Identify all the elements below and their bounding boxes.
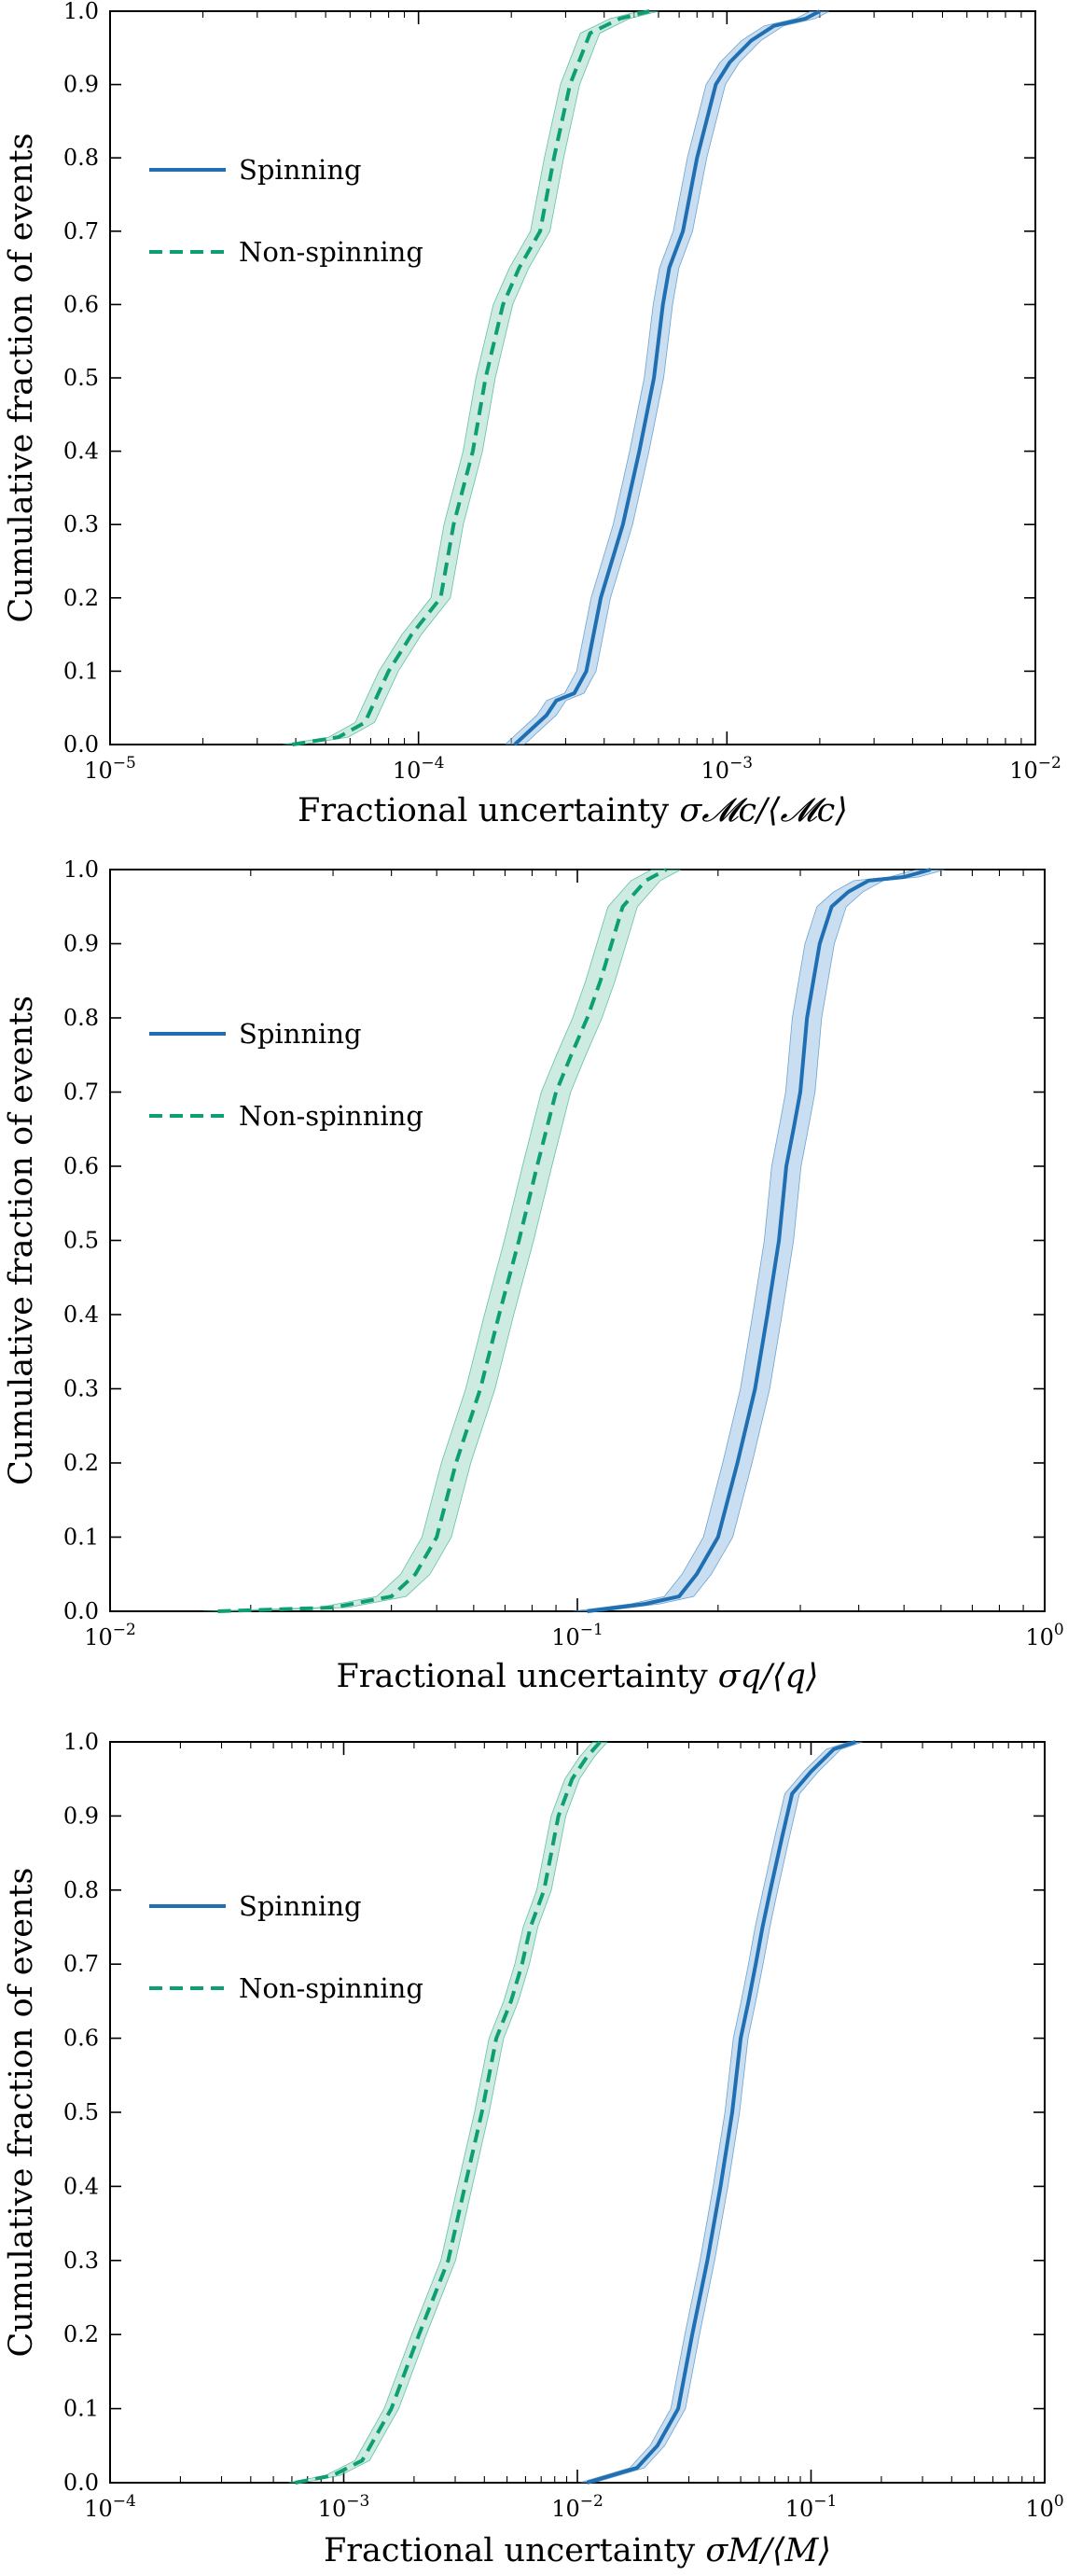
- x-axis-label: Fractional uncertainty σ𝓜c/⟨𝓜c⟩: [298, 792, 848, 829]
- y-tick-label: 0.4: [63, 2173, 99, 2199]
- y-tick-label: 0.6: [63, 1153, 99, 1179]
- y-tick-label: 0.7: [63, 1951, 99, 1977]
- x-tick-label: 100: [1025, 1621, 1063, 1650]
- band-spinning: [572, 869, 946, 1612]
- legend-label-spinning: Spinning: [239, 1018, 362, 1050]
- series-line-spinning: [587, 868, 932, 1613]
- y-tick-label: 0.0: [63, 731, 99, 758]
- y-tick-label: 0.2: [63, 585, 99, 611]
- band-spinning: [579, 1741, 864, 2484]
- y-tick-label: 0.4: [63, 439, 99, 465]
- y-tick-label: 0.3: [63, 1376, 99, 1402]
- legend-label-non-spinning: Non-spinning: [239, 1100, 423, 1132]
- y-tick-label: 0.9: [63, 72, 99, 98]
- y-tick-label: 0.1: [63, 658, 99, 684]
- y-tick-label: 0.2: [63, 1450, 99, 1476]
- band-spinning: [504, 10, 830, 745]
- chart-total-mass: 0.0 0.1 0.2 0.3 0.4 0.5 0.6 0.7 0.8 0.9 1.0 10−4 10−…: [3, 1731, 1064, 2569]
- y-tick-label: 0.9: [63, 1803, 99, 1829]
- x-axis-label: Fractional uncertainty σM/⟨M⟩: [324, 2532, 831, 2569]
- x-tick-label: 10−2: [551, 2492, 603, 2522]
- legend-label-non-spinning: Non-spinning: [239, 236, 423, 268]
- chart-mass-ratio: 0.0 0.1 0.2 0.3 0.4 0.5 0.6 0.7 0.8 0.9 1.0 10−2 10−…: [3, 858, 1064, 1695]
- x-tick-label: 10−3: [318, 2492, 370, 2522]
- y-tick-label: 1.0: [63, 1731, 99, 1755]
- series-line-spinning: [513, 9, 821, 746]
- x-tick-label: 10−5: [84, 754, 136, 784]
- x-tick-label: 10−2: [84, 1621, 136, 1650]
- plot-frame: [109, 869, 1046, 1612]
- y-tick-label: 0.8: [63, 1005, 99, 1031]
- band-non-spinning: [287, 1741, 608, 2484]
- series-line-non-spinning: [292, 9, 650, 746]
- legend-label-spinning: Spinning: [239, 154, 362, 186]
- y-tick-label: 0.5: [63, 2099, 99, 2125]
- y-tick-label: 1.0: [63, 858, 99, 883]
- y-tick-label: 0.6: [63, 2026, 99, 2052]
- y-axis-label: Cumulative fraction of events: [3, 1867, 40, 2357]
- y-axis-label: Cumulative fraction of events: [3, 132, 40, 622]
- y-tick-label: 0.5: [63, 1228, 99, 1254]
- x-tick-label: 10−4: [393, 754, 445, 784]
- legend-label-spinning: Spinning: [239, 1890, 362, 1922]
- y-tick-label: 0.6: [63, 291, 99, 317]
- y-axis-label: Cumulative fraction of events: [3, 996, 40, 1485]
- y-tick-label: 1.0: [63, 0, 99, 24]
- y-tick-label: 0.9: [63, 931, 99, 957]
- y-tick-label: 0.2: [63, 2321, 99, 2347]
- series-line-non-spinning: [295, 1740, 602, 2485]
- x-tick-label: 10−1: [551, 1621, 603, 1650]
- y-tick-label: 0.1: [63, 1525, 99, 1551]
- y-tick-label: 0.7: [63, 218, 99, 244]
- chart-panel-chirp-mass: 0.0 0.1 0.2 0.3 0.4 0.5 0.6 0.7 0.8 0.9 1.0 10−5 10−…: [0, 0, 1068, 840]
- y-tick-label: 0.3: [63, 2248, 99, 2274]
- series-line-spinning: [586, 1740, 856, 2485]
- x-tick-label: 10−3: [701, 754, 754, 784]
- x-tick-label: 100: [1025, 2492, 1063, 2522]
- y-tick-label: 0.8: [63, 145, 99, 171]
- x-axis-label: Fractional uncertainty σq/⟨q⟩: [336, 1658, 818, 1695]
- y-tick-label: 0.1: [63, 2396, 99, 2422]
- plot-frame: [109, 1741, 1046, 2484]
- y-tick-label: 0.3: [63, 511, 99, 537]
- x-tick-label: 10−4: [84, 2492, 136, 2522]
- y-tick-label: 0.0: [63, 2470, 99, 2496]
- band-non-spinning: [283, 10, 659, 745]
- y-tick-label: 0.0: [63, 1598, 99, 1624]
- legend-label-non-spinning: Non-spinning: [239, 1972, 423, 2004]
- plot-frame: [109, 10, 1036, 745]
- series-line-non-spinning: [217, 868, 668, 1613]
- band-non-spinning: [202, 869, 682, 1612]
- x-tick-label: 10−2: [1009, 754, 1061, 784]
- y-tick-label: 0.4: [63, 1302, 99, 1328]
- chart-panel-total-mass: 0.0 0.1 0.2 0.3 0.4 0.5 0.6 0.7 0.8 0.9 1.0 10−4 10−…: [0, 1731, 1068, 2576]
- chart-chirp-mass: 0.0 0.1 0.2 0.3 0.4 0.5 0.6 0.7 0.8 0.9 1.0 10−5 10−…: [3, 0, 1061, 829]
- y-tick-label: 0.8: [63, 1877, 99, 1903]
- y-tick-label: 0.7: [63, 1079, 99, 1106]
- y-tick-label: 0.5: [63, 365, 99, 391]
- x-tick-label: 10−1: [785, 2492, 838, 2522]
- chart-panel-mass-ratio: 0.0 0.1 0.2 0.3 0.4 0.5 0.6 0.7 0.8 0.9 1.0 10−2 10−…: [0, 858, 1068, 1698]
